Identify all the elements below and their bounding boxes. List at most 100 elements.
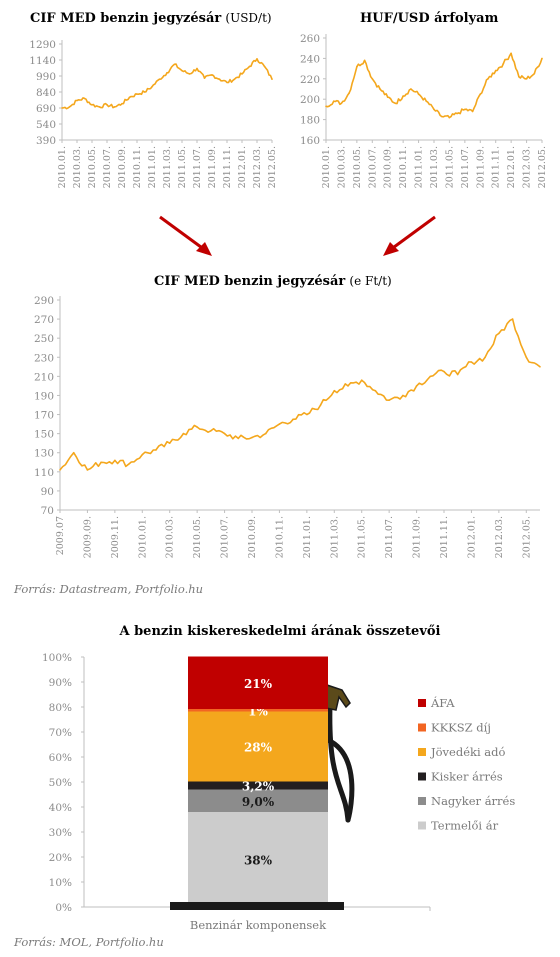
data-point — [182, 432, 185, 435]
data-point — [141, 453, 144, 456]
data-point — [173, 63, 176, 66]
y-tick-label: 90% — [49, 677, 72, 689]
data-point — [166, 72, 168, 74]
data-point — [100, 461, 102, 464]
data-point — [196, 67, 198, 70]
data-point — [448, 116, 451, 119]
bar-segment — [188, 709, 328, 712]
data-point — [539, 366, 541, 368]
x-tick-label: 2010.03. — [165, 516, 176, 558]
y-tick-label: 70% — [49, 727, 72, 739]
data-point — [464, 108, 466, 111]
y-tick-label: 0% — [55, 902, 72, 914]
legend-swatch — [418, 772, 426, 781]
x-tick-label: 2011.03. — [162, 146, 173, 188]
y-tick-label: 110 — [34, 467, 54, 479]
data-point — [127, 463, 130, 465]
x-tick-label: 2012.05. — [521, 516, 532, 558]
data-point — [271, 78, 273, 80]
legend-swatch — [418, 821, 426, 830]
y-tick-label: 70 — [41, 505, 54, 517]
data-point — [518, 76, 520, 78]
x-tick-label: 2011.09. — [475, 146, 486, 188]
data-point — [168, 442, 171, 444]
legend-swatch — [418, 797, 426, 805]
data-point — [155, 449, 157, 451]
data-point — [541, 57, 543, 60]
chart-title-text: A benzin kiskereskedelmi árának összetev… — [119, 624, 441, 639]
data-point — [510, 52, 512, 55]
data-point — [106, 104, 108, 106]
x-tick-label: 2010.03. — [336, 146, 347, 188]
x-tick-label: 2012.03. — [252, 146, 263, 188]
data-point — [479, 93, 482, 95]
x-tick-label: 2010.09. — [247, 516, 258, 558]
y-tick-label: 170 — [34, 410, 54, 422]
y-tick-label: 240 — [300, 53, 320, 65]
y-tick-label: 20% — [49, 852, 72, 864]
data-point — [210, 430, 212, 432]
x-tick-label: Benzinár komponensek — [190, 918, 327, 932]
data-point — [394, 102, 397, 105]
chart-cif-med-huf: 29027025023021019017015013011090702009.0… — [34, 295, 541, 558]
data-label: 38% — [244, 854, 273, 868]
x-tick-label: 2011.11. — [222, 146, 233, 188]
data-point — [429, 375, 432, 378]
data-point — [114, 459, 116, 462]
data-point — [347, 385, 349, 387]
data-point — [143, 91, 146, 93]
x-tick-label: 2011.03. — [429, 146, 440, 188]
x-tick-label: 2009.07 — [55, 516, 66, 555]
bar-segment — [188, 781, 328, 790]
data-point — [443, 370, 445, 373]
data-point — [533, 72, 536, 75]
data-point — [248, 65, 251, 68]
data-point — [237, 437, 240, 440]
x-tick-label: 2012.01. — [237, 146, 248, 188]
x-tick-label: 2011.01. — [302, 516, 313, 558]
data-point — [203, 77, 206, 79]
arrow-down-left-icon — [383, 215, 436, 256]
y-tick-label: 1140 — [29, 55, 56, 67]
x-tick-label: 2010.01. — [137, 516, 148, 558]
data-point — [98, 106, 101, 108]
chart-title-bold: CIF MED benzin jegyzésár — [154, 274, 346, 289]
arrow-down-right-icon — [159, 215, 212, 256]
y-tick-label: 80% — [49, 702, 72, 714]
y-tick-label: 840 — [36, 87, 56, 99]
x-tick-label: 2010.09. — [383, 146, 394, 188]
data-point — [348, 92, 350, 94]
data-point — [306, 413, 308, 416]
x-tick-label: 2010.09. — [117, 146, 128, 188]
data-point — [402, 394, 404, 397]
data-point — [386, 96, 389, 98]
legend-swatch — [418, 699, 426, 707]
data-point — [487, 78, 489, 80]
data-point — [379, 88, 381, 90]
data-point — [511, 318, 514, 320]
legend-label: Jövedéki adó — [430, 745, 506, 759]
y-tick-label: 260 — [300, 33, 320, 45]
x-tick-label: 2011.01. — [414, 146, 425, 188]
data-point — [226, 81, 228, 84]
data-point — [121, 102, 123, 105]
x-tick-label: 2012.05. — [267, 146, 278, 188]
y-tick-label: 130 — [34, 448, 54, 460]
legend-swatch — [418, 748, 426, 756]
x-tick-label: 2012.03. — [494, 516, 505, 558]
x-tick-label: 2010.05. — [352, 146, 363, 188]
data-point — [402, 95, 404, 97]
y-tick-label: 30% — [49, 827, 72, 839]
legend: ÁFA KKKSZ díj Jövedéki adó Kisker árrés Nagy… — [418, 696, 515, 833]
data-point — [456, 373, 459, 376]
y-tick-label: 190 — [34, 390, 54, 402]
data-point — [251, 436, 253, 439]
data-point — [211, 74, 213, 76]
y-tick-label: 540 — [36, 119, 56, 131]
arrows — [159, 215, 436, 256]
data-point — [68, 106, 71, 108]
data-point — [360, 379, 363, 381]
x-tick-label: 2009.09. — [82, 516, 93, 558]
